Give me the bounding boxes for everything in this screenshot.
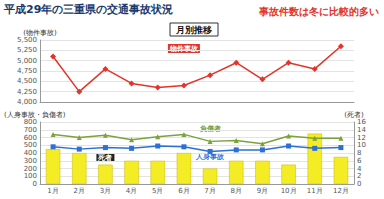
svg-text:8: 8 [357,149,361,157]
svg-text:4月: 4月 [126,187,137,195]
svg-text:200: 200 [24,165,37,173]
svg-text:事故件数は冬に比較的多い: 事故件数は冬に比較的多い [258,6,379,17]
svg-text:4: 4 [357,165,362,173]
svg-text:14: 14 [357,126,366,134]
svg-text:4,500: 4,500 [17,77,37,85]
svg-text:負傷者: 負傷者 [199,125,221,133]
svg-text:0: 0 [357,180,361,188]
svg-text:(人身事故・負傷者): (人身事故・負傷者) [4,111,66,120]
svg-text:0: 0 [33,180,37,188]
svg-text:11月: 11月 [307,187,323,195]
svg-text:4,000: 4,000 [17,98,37,106]
svg-text:700: 700 [24,126,37,134]
svg-text:月別推移: 月別推移 [175,25,212,35]
svg-text:400: 400 [24,149,37,157]
svg-text:1月: 1月 [47,187,58,195]
svg-text:2月: 2月 [74,187,85,195]
svg-text:5月: 5月 [152,187,163,195]
svg-text:12月: 12月 [333,187,349,195]
svg-text:12: 12 [357,134,366,142]
svg-text:(物件事故): (物件事故) [23,28,57,37]
svg-text:8月: 8月 [231,187,242,195]
svg-text:16: 16 [357,118,366,126]
svg-text:6: 6 [357,157,362,165]
svg-text:5,000: 5,000 [17,57,37,65]
svg-text:600: 600 [24,134,37,142]
svg-text:6月: 6月 [178,187,189,195]
svg-text:9月: 9月 [257,187,268,195]
svg-text:5,250: 5,250 [17,46,37,54]
svg-text:4,250: 4,250 [17,88,37,96]
svg-text:物件事故: 物件事故 [169,45,199,53]
svg-text:2: 2 [357,172,361,180]
svg-text:4,750: 4,750 [17,67,37,75]
svg-text:300: 300 [24,157,37,165]
svg-text:7月: 7月 [204,187,215,195]
svg-text:5,500: 5,500 [17,36,37,44]
svg-text:500: 500 [24,141,37,149]
svg-text:平成29年の三重県の交通事故状況: 平成29年の三重県の交通事故状況 [3,3,173,16]
svg-text:3月: 3月 [100,187,111,195]
svg-text:(死者): (死者) [344,111,364,120]
svg-text:100: 100 [24,172,37,180]
svg-text:死者: 死者 [97,154,112,162]
svg-text:10: 10 [357,141,366,149]
svg-text:10月: 10月 [281,187,297,195]
svg-text:人身事故: 人身事故 [196,152,225,161]
svg-text:800: 800 [24,118,37,126]
